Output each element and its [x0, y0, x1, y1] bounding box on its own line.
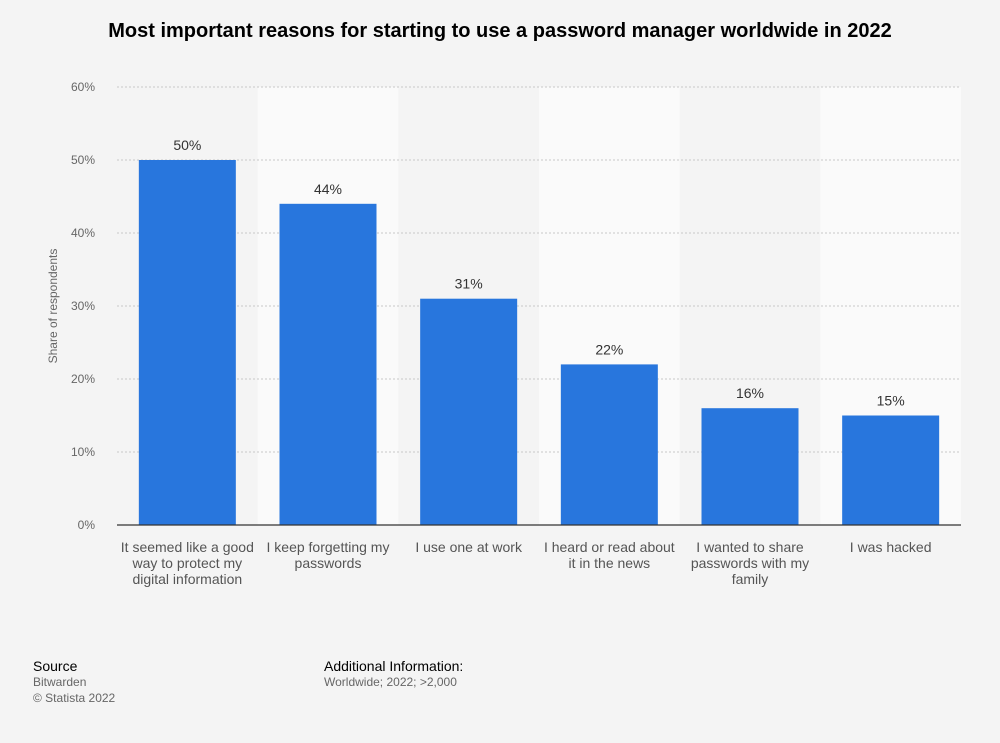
additional-heading: Additional Information:: [324, 658, 464, 674]
bar: [842, 415, 940, 525]
data-label: 44%: [314, 181, 342, 197]
x-tick-label: I keep forgetting my passwords: [266, 539, 390, 571]
bar: [701, 408, 799, 525]
x-tick-label: I heard or read about it in the news: [543, 539, 675, 571]
data-label: 31%: [455, 276, 483, 292]
bar: [138, 160, 236, 525]
data-label: 15%: [877, 393, 905, 409]
bar: [560, 364, 658, 525]
additional-text: Worldwide; 2022; >2,000: [324, 675, 457, 689]
x-tick-label: I was hacked: [849, 539, 932, 555]
data-label: 22%: [595, 341, 623, 357]
copyright: © Statista 2022: [33, 691, 116, 705]
y-tick-label: 50%: [71, 153, 95, 167]
chart-title: Most important reasons for starting to u…: [108, 20, 892, 42]
y-axis-title: Share of respondents: [46, 249, 60, 364]
source-heading: Source: [33, 658, 78, 674]
additional-info-block: Additional Information: Worldwide; 2022;…: [324, 658, 463, 690]
bar: [279, 203, 377, 526]
data-label: 50%: [173, 137, 201, 153]
y-tick-label: 10%: [71, 445, 95, 459]
x-tick-label: I wanted to share passwords with my fami…: [690, 539, 810, 587]
y-tick-label: 40%: [71, 226, 95, 240]
bar: [420, 298, 518, 525]
x-tick-label: I use one at work: [415, 539, 522, 555]
y-tick-label: 20%: [71, 372, 95, 386]
data-label: 16%: [736, 385, 764, 401]
source-name: Bitwarden: [33, 675, 87, 689]
x-tick-label: It seemed like a good way to protect my …: [120, 539, 254, 587]
y-tick-label: 30%: [71, 299, 95, 313]
y-tick-label: 0%: [78, 518, 96, 532]
source-block: Source Bitwarden © Statista 2022: [33, 658, 115, 706]
y-tick-label: 60%: [71, 80, 95, 94]
